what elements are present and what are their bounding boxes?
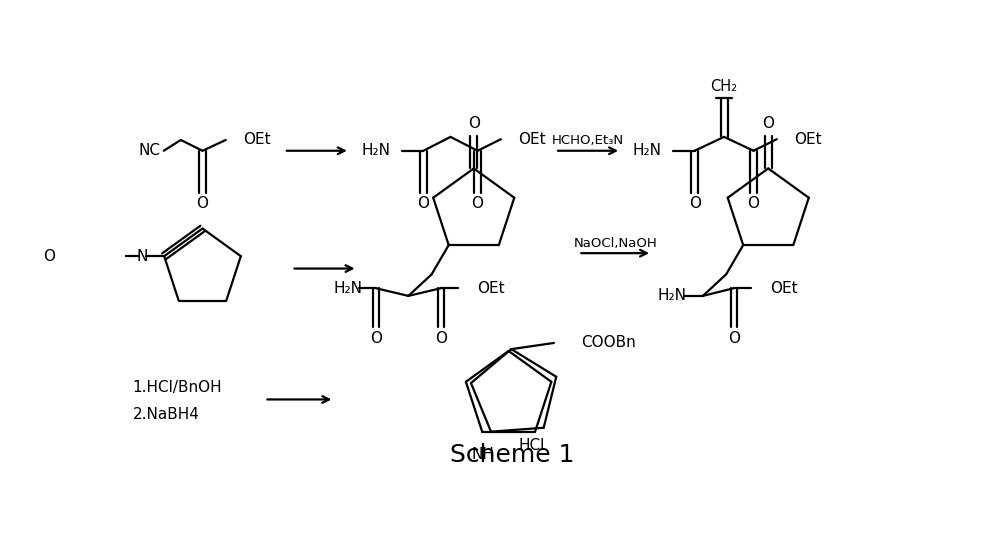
Text: NC: NC (139, 143, 161, 158)
Text: O: O (728, 331, 740, 346)
Text: H₂N: H₂N (333, 281, 362, 296)
Text: OEt: OEt (477, 281, 505, 296)
Text: H₂N: H₂N (633, 143, 662, 158)
Text: CH₂: CH₂ (711, 79, 738, 94)
Text: O: O (748, 196, 760, 211)
Text: O: O (762, 116, 774, 131)
Text: O: O (43, 249, 55, 264)
Text: O: O (417, 196, 429, 211)
Text: 2.NaBH4: 2.NaBH4 (133, 407, 200, 422)
Text: HCl: HCl (518, 438, 545, 453)
Text: HCHO,Et₃N: HCHO,Et₃N (552, 134, 624, 147)
Text: H₂N: H₂N (361, 143, 390, 158)
Text: 1.HCl/BnOH: 1.HCl/BnOH (133, 380, 222, 395)
Text: OEt: OEt (518, 132, 546, 147)
Text: N: N (137, 249, 148, 264)
Text: O: O (435, 331, 447, 346)
Text: NH: NH (472, 447, 495, 462)
Text: H₂N: H₂N (658, 288, 687, 304)
Text: OEt: OEt (794, 132, 821, 147)
Text: O: O (689, 196, 701, 211)
Text: OEt: OEt (770, 281, 798, 296)
Text: O: O (468, 116, 480, 131)
Text: O: O (370, 331, 382, 346)
Text: OEt: OEt (243, 133, 270, 147)
Text: NaOCl,NaOH: NaOCl,NaOH (573, 237, 657, 250)
Text: O: O (472, 196, 484, 211)
Text: Scheme 1: Scheme 1 (450, 442, 575, 467)
Text: COOBn: COOBn (581, 336, 636, 350)
Text: O: O (196, 196, 208, 211)
